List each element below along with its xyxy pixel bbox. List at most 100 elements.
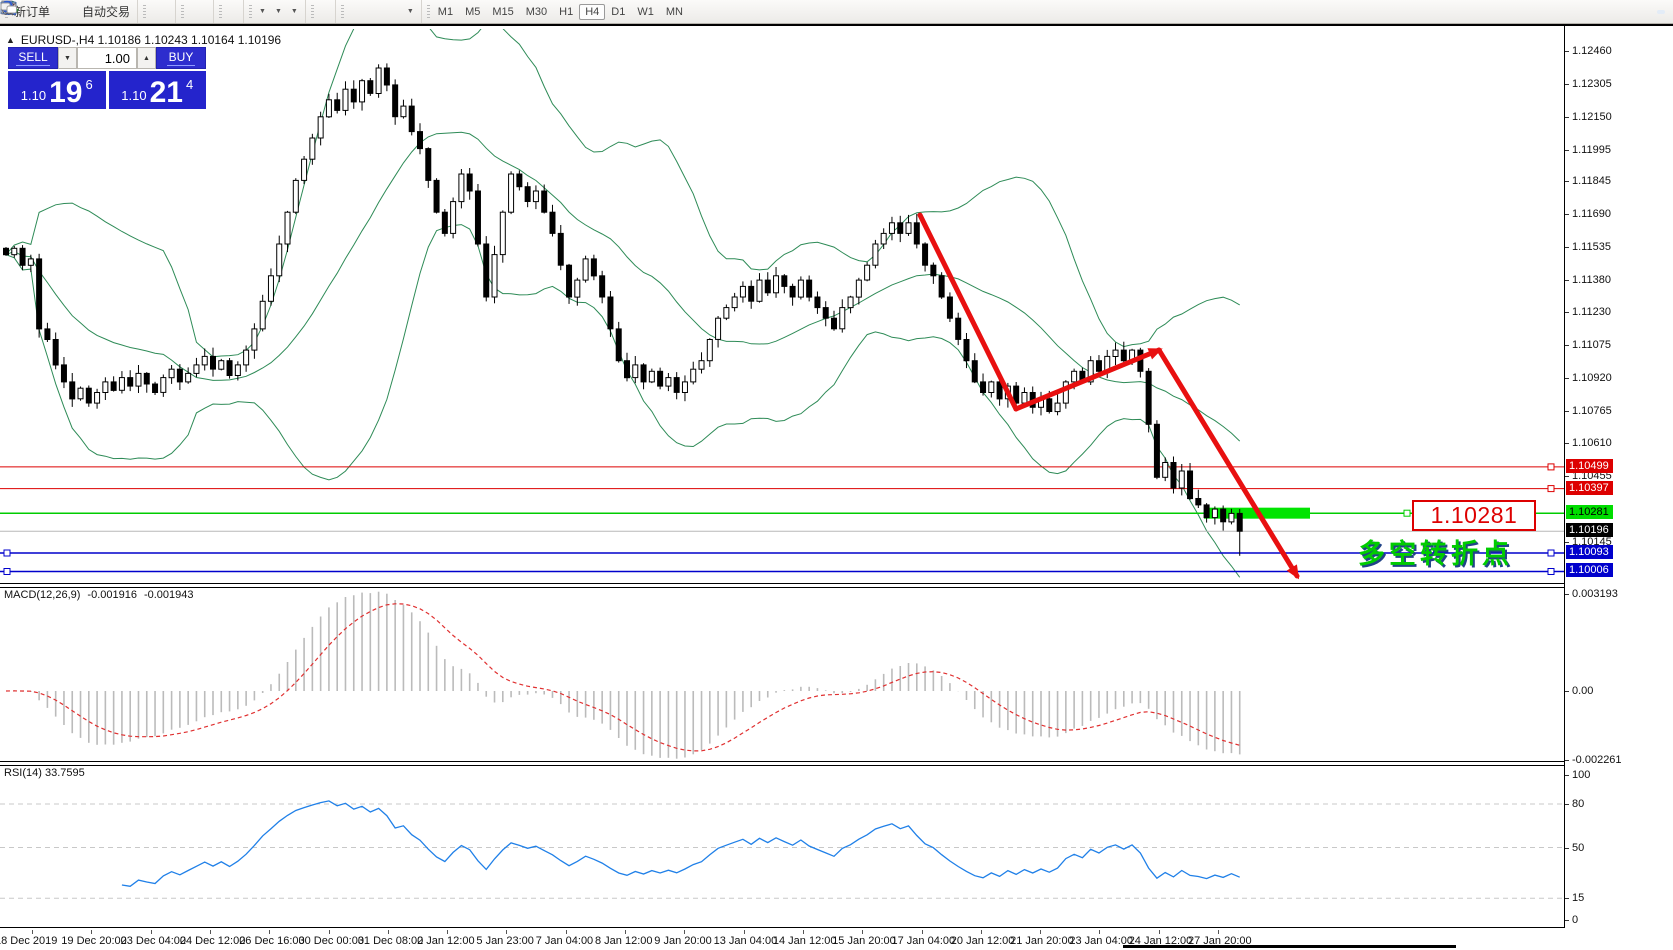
timeframe-w1-button[interactable]: W1 [637, 5, 654, 18]
line-chart-button[interactable] [0, 1, 172, 14]
data-window-button[interactable] [1, 1, 70, 14]
macd-axis-label: -0.002261 [1572, 754, 1622, 766]
buy-price-big: 21 [149, 76, 183, 109]
time-axis-label: 23 Dec 04:00 [120, 935, 187, 947]
time-axis-label: 18 Dec 2019 [0, 935, 58, 947]
time-tick [1099, 930, 1101, 934]
timeframe-m15-button[interactable]: M15 [492, 5, 514, 18]
time-tick [565, 930, 567, 934]
collapse-panel-icon[interactable]: ▲ [6, 35, 15, 45]
timeframe-m30-button[interactable]: M30 [525, 5, 548, 18]
time-tick [1158, 930, 1160, 934]
toolbar-group [0, 0, 175, 23]
toolbar-grip[interactable] [310, 4, 314, 19]
timeframe-h1-button[interactable]: H1 [559, 5, 574, 18]
timeframe-mn-button[interactable]: MN [665, 5, 683, 18]
sell-button[interactable]: SELL [8, 47, 58, 69]
time-tick [328, 930, 330, 934]
chevron-down-icon[interactable]: ▼ [290, 8, 298, 15]
annotation-text[interactable]: 多空转折点 [1358, 539, 1513, 569]
tile-windows-button[interactable] [2, 2, 210, 14]
time-axis-label: 19 Dec 20:00 [61, 935, 127, 947]
buy-button[interactable]: BUY [156, 47, 206, 69]
time-tick [1218, 930, 1219, 934]
horizontal-scroll-indicator[interactable] [1123, 945, 1456, 948]
chevron-down-icon[interactable]: ▼ [274, 8, 282, 15]
sell-price-prefix: 1.10 [20, 88, 47, 103]
autotrading-button[interactable]: 自动交易 [1, 1, 134, 22]
indicators-button[interactable]: ▼ [1, 1, 270, 17]
fibonacci-button[interactable]: F [2, 3, 386, 16]
templates-button[interactable]: ▼ [0, 2, 302, 17]
text-button[interactable]: A [5, 1, 394, 16]
timeframe-d1-button[interactable]: D1 [611, 5, 626, 18]
price-tick [1565, 116, 1569, 118]
market-watch-button[interactable] [2, 0, 62, 16]
search-button[interactable] [1, 0, 1647, 16]
panel-separator[interactable] [0, 583, 1673, 588]
price-tick-label: 1.10145 [1572, 536, 1612, 548]
price-tick [1565, 181, 1569, 183]
toolbar-grip[interactable] [143, 4, 147, 19]
price-tick-label: 1.11845 [1572, 175, 1611, 188]
volume-decrease-button[interactable]: ▼ [58, 47, 77, 69]
price-tick-label: 1.12150 [1572, 110, 1612, 123]
timeframe-m5-button[interactable]: M5 [465, 5, 481, 18]
trendline-button[interactable] [1, 2, 370, 14]
time-axis-label: 30 Dec 00:00 [298, 935, 364, 947]
buy-price-button[interactable]: 1.10 21 4 [108, 71, 206, 109]
cursor-button[interactable] [6, 1, 324, 15]
price-callout-label[interactable]: 1.10281 [1412, 500, 1536, 531]
price-tick-label: 1.11380 [1572, 274, 1611, 287]
shift-end-button[interactable] [2, 2, 232, 14]
channel-button[interactable]: E [1, 2, 378, 16]
timeframe-h4-button[interactable]: H4 [579, 3, 606, 20]
navigator-button[interactable] [1, 1, 78, 15]
macd-panel[interactable]: MACD(12,26,9) -0.001916 -0.001943 [0, 586, 1564, 761]
macd-tick [1565, 594, 1569, 595]
candle-chart-button[interactable] [2, 1, 164, 15]
time-axis-label: 26 Dec 16:00 [239, 935, 305, 947]
volume-increase-button[interactable]: ▲ [137, 47, 156, 69]
macd-tick [1565, 760, 1569, 761]
price-tick-label: 1.11690 [1572, 208, 1611, 221]
time-tick [32, 930, 33, 934]
toolbar-grip[interactable] [249, 4, 253, 19]
rsi-tick [1565, 804, 1569, 805]
price-tick-label: 1.10920 [1572, 371, 1612, 384]
zoom-in-button[interactable] [1, 1, 194, 16]
rsi-panel[interactable]: RSI(14) 33.7595 [0, 764, 1564, 927]
price-tick-label: 1.11075 [1572, 338, 1611, 351]
volume-input[interactable]: 1.00 [77, 47, 137, 69]
toolbar-group [1, 0, 213, 23]
zoom-out-button[interactable] [1, 1, 202, 16]
auto-scroll-button[interactable] [2, 2, 240, 14]
time-tick [1040, 930, 1042, 934]
chevron-down-icon[interactable]: ▼ [406, 8, 414, 15]
timeframe-m1-button[interactable]: M1 [437, 5, 454, 18]
price-tick-label: 1.11230 [1572, 305, 1611, 318]
sell-price-big: 19 [49, 76, 83, 109]
toolbar-grip[interactable] [340, 4, 344, 19]
main-chart[interactable]: ▲ EURUSD-,H4 1.10186 1.10243 1.10164 1.1… [0, 29, 1564, 582]
periods-button[interactable]: ▼ [1, 1, 286, 17]
shapes-button[interactable]: ▼ [3, 2, 418, 17]
toolbar-group [2, 0, 335, 23]
toolbar-grip[interactable] [426, 4, 430, 19]
vline-button[interactable] [8, 1, 354, 15]
panel-separator[interactable] [0, 761, 1673, 766]
toolbar-grip[interactable] [219, 4, 223, 19]
bar-chart-button[interactable] [2, 2, 156, 14]
text-label-button[interactable]: T [1, 2, 402, 14]
sell-price-button[interactable]: 1.10 19 6 [8, 71, 106, 109]
crosshair-button[interactable] [2, 2, 332, 14]
price-tick-label: 1.12305 [1572, 77, 1612, 90]
time-tick [447, 930, 449, 934]
chevron-down-icon[interactable]: ▼ [259, 8, 266, 15]
chat-button[interactable] [0, 2, 1665, 14]
time-tick [625, 930, 626, 934]
price-axis[interactable]: 1.12460 1.12305 1.12150 1.11995 1.11845 1.116… [1564, 26, 1673, 928]
hline-button[interactable] [2, 7, 362, 14]
toolbar-grip[interactable] [181, 4, 185, 19]
